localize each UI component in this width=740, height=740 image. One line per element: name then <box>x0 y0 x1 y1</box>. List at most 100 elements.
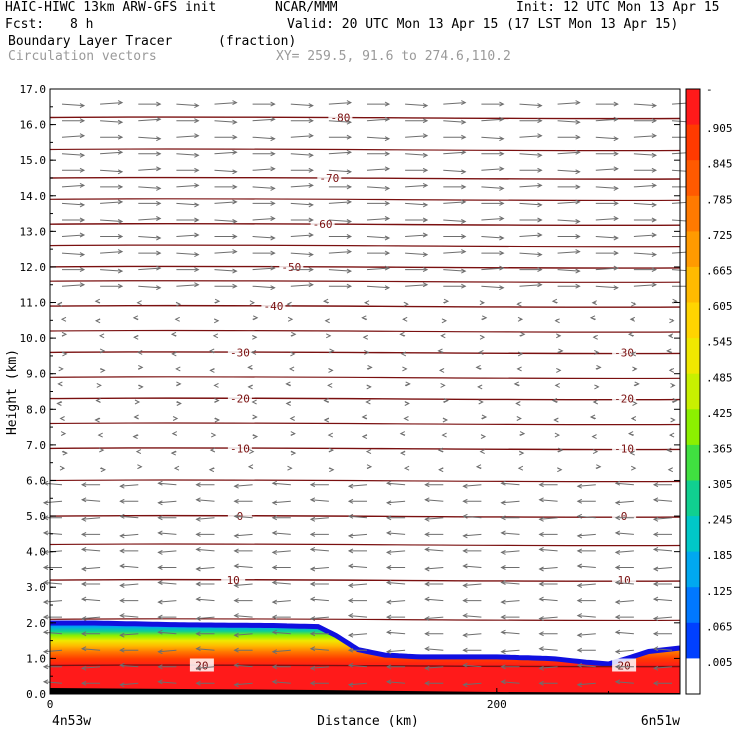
vector-arrow <box>501 649 520 653</box>
vector-head <box>194 152 200 158</box>
vector-head <box>308 118 314 124</box>
vector-head <box>575 283 581 289</box>
vector-head <box>652 546 659 552</box>
vector-head <box>384 285 391 291</box>
x-tick-label: 0 <box>47 698 54 711</box>
vector-head <box>157 580 163 585</box>
vector-head <box>575 268 581 274</box>
vector-head <box>80 596 87 602</box>
vector-head <box>232 100 238 106</box>
x-axis-title: Distance (km) <box>317 714 419 729</box>
vector-head <box>285 401 291 406</box>
vector-arrow <box>615 600 634 603</box>
vector-head <box>80 482 87 488</box>
isotherm-line <box>49 265 681 269</box>
vector-head <box>424 581 430 587</box>
vector-head <box>347 682 354 688</box>
isotherm-label-bg <box>328 110 353 124</box>
vector-head <box>538 680 544 686</box>
y-tick-label: 7.0 <box>26 439 46 452</box>
vector-head <box>632 366 638 372</box>
vector-head <box>56 301 63 307</box>
vector-head <box>80 680 87 686</box>
vector-arrow <box>100 201 123 204</box>
vector-arrow <box>633 135 656 138</box>
vector-head <box>576 583 583 588</box>
vector-head <box>537 103 543 109</box>
vector-arrow <box>234 583 253 586</box>
vector-head <box>668 367 675 373</box>
vector-head <box>500 649 506 655</box>
vector-head <box>157 515 163 521</box>
vector-head <box>42 515 49 521</box>
vector-head <box>208 467 215 473</box>
vector-arrow <box>61 153 85 156</box>
vector-head <box>385 500 392 506</box>
vector-head <box>461 249 467 255</box>
y-tick-label: 4.0 <box>26 546 46 559</box>
vector-head <box>668 432 675 438</box>
vector-head <box>443 298 450 304</box>
vector-arrow <box>158 532 177 535</box>
vector-head <box>308 282 314 288</box>
vector-head <box>175 301 182 307</box>
vector-head <box>554 432 561 438</box>
xy-coords: XY= 259.5, 91.6 to 274.6,110.2 <box>276 49 511 64</box>
vector-head <box>213 318 220 324</box>
vector-arrow <box>405 284 428 287</box>
isotherm-line <box>49 422 681 426</box>
vector-head <box>138 364 144 370</box>
vector-head <box>119 647 125 653</box>
vector-head <box>170 450 177 456</box>
vector-head <box>346 149 353 155</box>
vector-head <box>309 516 316 522</box>
vector-head <box>233 613 239 619</box>
vector-head <box>132 315 139 321</box>
vector-head <box>424 566 430 572</box>
isotherm-line <box>49 222 681 227</box>
colorbar-swatch <box>686 338 700 375</box>
vector-head <box>422 282 429 288</box>
vector-head <box>385 515 392 521</box>
vector-head <box>79 282 86 288</box>
vector-arrow <box>82 648 101 651</box>
vector-head <box>516 366 522 372</box>
vector-arrow <box>653 616 673 620</box>
vector-head <box>558 348 564 354</box>
vector-head <box>136 300 142 306</box>
vector-arrow <box>196 666 215 669</box>
vector-head <box>538 631 544 637</box>
vector-arrow <box>214 269 237 272</box>
vector-arrow <box>387 532 406 535</box>
vector-arrow <box>82 499 101 502</box>
vector-arrow <box>443 201 466 204</box>
x-end-label: 6n51w <box>641 714 680 729</box>
colorbar-swatch <box>686 231 700 268</box>
vector-arrow <box>196 616 215 620</box>
vector-head <box>271 549 278 555</box>
vector-head <box>627 431 634 437</box>
vector-head <box>513 381 520 387</box>
vector-arrow <box>234 682 253 686</box>
y-tick-label: 16.0 <box>20 119 47 132</box>
vector-head <box>384 101 391 107</box>
isotherm-line <box>49 329 681 333</box>
isotherm-label-bg <box>612 345 637 359</box>
vector-arrow <box>82 666 101 669</box>
vector-head <box>252 334 258 340</box>
vector-head <box>309 531 316 537</box>
vector-head <box>194 167 200 173</box>
vector-head <box>361 414 367 420</box>
vector-head <box>195 616 201 622</box>
vector-arrow <box>214 251 237 254</box>
vector-head <box>233 632 239 638</box>
vector-arrow <box>519 184 542 188</box>
vector-head <box>79 217 86 223</box>
vector-head <box>94 417 100 423</box>
vector-arrow <box>557 102 580 105</box>
vector-head <box>651 133 658 139</box>
vector-head <box>596 364 602 370</box>
vector-head <box>462 583 468 588</box>
vector-head <box>576 498 583 504</box>
colorbar-swatch <box>686 658 700 695</box>
